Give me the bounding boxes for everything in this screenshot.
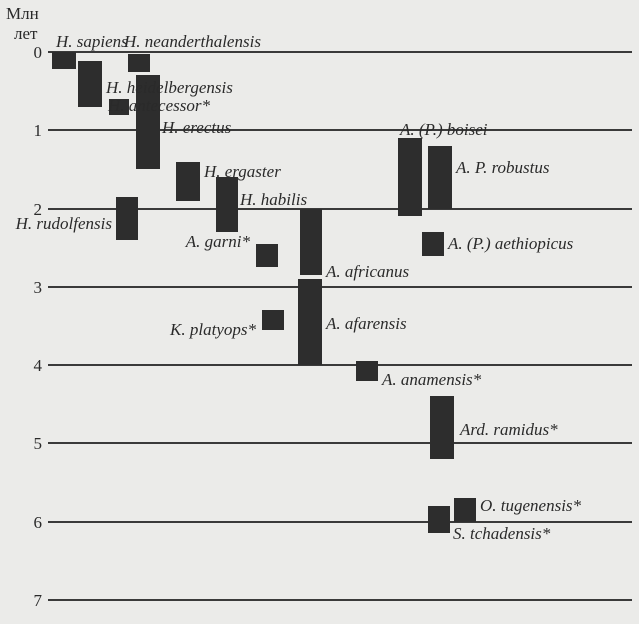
species-bar xyxy=(422,232,444,255)
species-label: H. antecessor* xyxy=(108,96,210,116)
species-label: K. platyops* xyxy=(170,320,256,340)
species-bar xyxy=(454,498,476,521)
species-bar xyxy=(216,177,238,232)
y-tick-label: 0 xyxy=(12,43,42,63)
species-bar xyxy=(428,146,452,209)
species-label: A. (P.) aethiopicus xyxy=(448,234,573,254)
species-label: S. tchadensis* xyxy=(453,524,550,544)
species-label: H. ergaster xyxy=(204,162,281,182)
species-label: A. garni* xyxy=(186,232,250,252)
species-bar xyxy=(298,279,322,365)
species-label: A. afarensis xyxy=(326,314,407,334)
species-bar xyxy=(428,506,450,533)
y-axis-title-line1: Млн xyxy=(6,4,39,24)
species-bar xyxy=(116,197,138,240)
species-label: A. anamensis* xyxy=(382,370,481,390)
species-bar xyxy=(128,54,150,71)
species-label: A. P. robustus xyxy=(456,158,550,178)
gridline xyxy=(48,599,632,601)
y-axis-title-line2: лет xyxy=(14,24,37,44)
species-label: H. rudolfensis xyxy=(16,214,112,234)
species-label: H. heidelbergensis xyxy=(106,78,233,98)
species-bar xyxy=(262,310,284,330)
y-tick-label: 7 xyxy=(12,591,42,611)
gridline xyxy=(48,286,632,288)
gridline xyxy=(48,521,632,523)
y-tick-label: 6 xyxy=(12,513,42,533)
species-label: Ard. ramidus* xyxy=(460,420,558,440)
species-label: A. (P.) boisei xyxy=(400,120,488,140)
species-label: H. neanderthalensis xyxy=(124,32,261,52)
species-label: H. habilis xyxy=(240,190,307,210)
species-bar xyxy=(398,138,422,216)
species-label: H. erectus xyxy=(162,118,231,138)
y-tick-label: 3 xyxy=(12,278,42,298)
gridline xyxy=(48,442,632,444)
species-bar xyxy=(78,61,102,106)
y-tick-label: 1 xyxy=(12,121,42,141)
species-label: A. africanus xyxy=(326,262,409,282)
y-tick-label: 5 xyxy=(12,434,42,454)
species-bar xyxy=(176,162,200,201)
species-bar xyxy=(430,396,454,459)
species-bar xyxy=(300,209,322,276)
species-label: H. sapiens xyxy=(56,32,128,52)
species-label: O. tugenensis* xyxy=(480,496,581,516)
species-bar xyxy=(256,244,278,267)
hominin-timeline-chart: Млн лет 01234567 H. sapiensH. neandertha… xyxy=(0,0,639,624)
species-bar xyxy=(52,52,76,69)
y-tick-label: 4 xyxy=(12,356,42,376)
species-bar xyxy=(356,361,378,381)
gridline xyxy=(48,364,632,366)
